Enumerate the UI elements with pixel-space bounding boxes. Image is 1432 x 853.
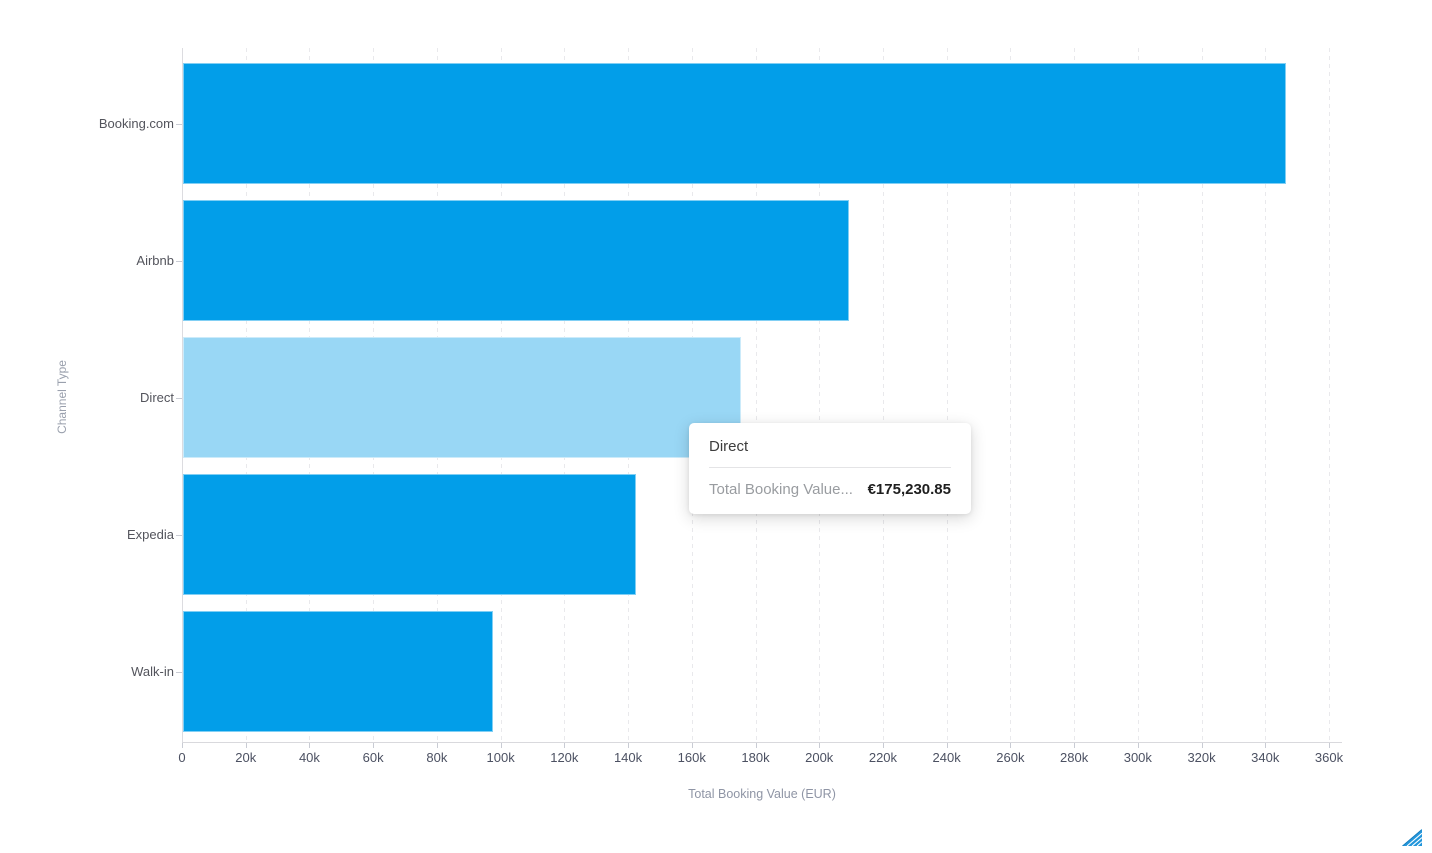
bar-airbnb[interactable]	[183, 200, 849, 321]
x-tick-mark	[500, 742, 502, 748]
x-tick-mark	[245, 742, 247, 748]
x-axis-line	[182, 742, 1342, 743]
x-tick-mark	[628, 742, 630, 748]
x-tick-label: 280k	[1060, 750, 1089, 765]
x-tick-label: 0	[178, 750, 186, 765]
tooltip-divider	[709, 467, 951, 468]
y-category-label: Walk-in	[131, 663, 174, 679]
y-category-label: Direct	[140, 389, 174, 405]
x-tick-mark	[182, 742, 183, 748]
x-tick-label: 140k	[613, 750, 643, 765]
x-axis-title: Total Booking Value (EUR)	[688, 787, 836, 801]
x-tick-mark	[1074, 742, 1076, 748]
x-tick-label: 340k	[1251, 750, 1280, 765]
x-tick-label: 40k	[298, 750, 320, 765]
gridline	[882, 48, 884, 742]
x-tick-label: 20k	[235, 750, 257, 765]
bar-booking-com[interactable]	[183, 63, 1287, 184]
x-tick-label: 120k	[550, 750, 579, 765]
chart-watermark-icon[interactable]	[1402, 829, 1422, 846]
x-tick-label: 260k	[996, 750, 1025, 765]
gridline	[1265, 48, 1267, 742]
x-tick-label: 240k	[932, 750, 961, 765]
x-tick-label: 80k	[426, 750, 448, 765]
y-category-label: Airbnb	[136, 252, 174, 268]
chart-tooltip: Direct Total Booking Value... €175,230.8…	[689, 423, 971, 514]
x-tick-mark	[1010, 742, 1012, 748]
x-tick-label: 360k	[1314, 750, 1344, 765]
x-tick-label: 100k	[486, 750, 515, 765]
x-tick-label: 200k	[805, 750, 834, 765]
y-tick-mark	[176, 534, 182, 536]
gridline	[1329, 48, 1330, 742]
x-tick-mark	[1329, 742, 1330, 748]
gridline	[819, 48, 821, 742]
gridline	[755, 48, 757, 742]
bar-expedia[interactable]	[183, 474, 637, 595]
bar-walk-in[interactable]	[183, 611, 493, 732]
gridline	[1074, 48, 1076, 742]
y-tick-mark	[176, 397, 182, 399]
x-tick-mark	[946, 742, 948, 748]
x-tick-mark	[373, 742, 375, 748]
tooltip-value: €175,230.85	[867, 481, 951, 498]
y-tick-mark	[176, 671, 182, 673]
x-tick-mark	[691, 742, 693, 748]
x-tick-label: 300k	[1123, 750, 1152, 765]
gridline	[1010, 48, 1012, 742]
gridline	[1201, 48, 1203, 742]
x-tick-label: 180k	[741, 750, 770, 765]
gridline	[946, 48, 948, 742]
bar-direct[interactable]	[183, 337, 742, 458]
y-category-label: Booking.com	[98, 115, 174, 131]
y-axis-title: Channel Type	[55, 360, 69, 434]
x-tick-mark	[819, 742, 821, 748]
x-tick-mark	[882, 742, 884, 748]
y-category-label: Expedia	[127, 526, 174, 542]
tooltip-series-label: Total Booking Value...	[709, 481, 853, 498]
y-tick-mark	[176, 123, 182, 125]
y-tick-mark	[176, 260, 182, 262]
x-tick-mark	[564, 742, 566, 748]
x-tick-label: 160k	[677, 750, 706, 765]
x-tick-label: 320k	[1187, 750, 1216, 765]
x-tick-mark	[755, 742, 757, 748]
x-tick-label: 60k	[362, 750, 384, 765]
x-tick-label: 220k	[868, 750, 898, 765]
tooltip-title: Direct	[709, 438, 749, 455]
x-tick-mark	[1137, 742, 1139, 748]
tooltip-row: Total Booking Value... €175,230.85	[709, 481, 951, 498]
y-axis-line	[182, 48, 183, 742]
x-tick-mark	[1265, 742, 1267, 748]
x-tick-mark	[309, 742, 311, 748]
gridline	[1137, 48, 1139, 742]
x-tick-mark	[1201, 742, 1203, 748]
x-tick-mark	[436, 742, 438, 748]
